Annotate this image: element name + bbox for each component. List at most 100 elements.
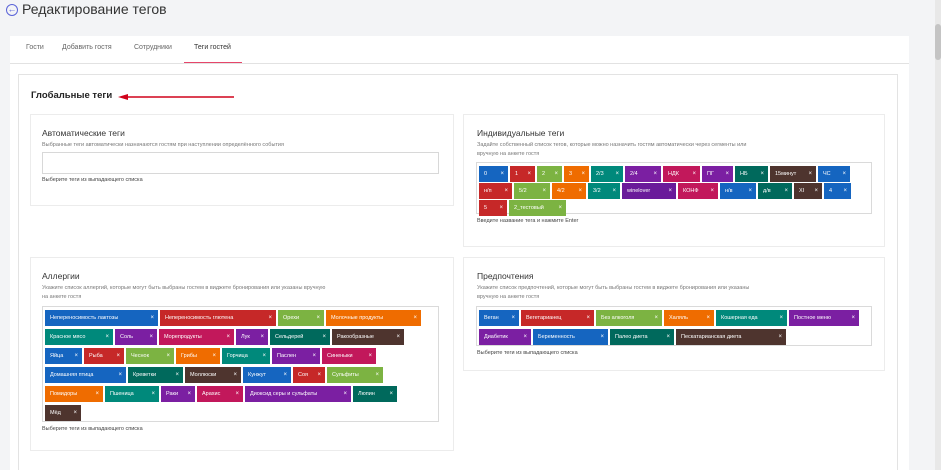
tag-chip[interactable]: 5/2 × [514, 183, 550, 199]
remove-tag-icon[interactable]: × [668, 188, 672, 194]
tag-chip[interactable]: Моллюски × [185, 367, 241, 383]
tag-chip[interactable]: 0 × [479, 166, 508, 182]
remove-tag-icon[interactable]: × [600, 334, 604, 340]
tag-chip[interactable]: 4 × [824, 183, 851, 199]
remove-tag-icon[interactable]: × [654, 315, 658, 321]
remove-tag-icon[interactable]: × [558, 205, 562, 211]
remove-tag-icon[interactable]: × [389, 391, 393, 397]
tag-chip[interactable]: 3/2 × [588, 183, 620, 199]
remove-tag-icon[interactable]: × [814, 188, 818, 194]
remove-tag-icon[interactable]: × [851, 315, 855, 321]
remove-tag-icon[interactable]: × [760, 171, 764, 177]
remove-tag-icon[interactable]: × [368, 353, 372, 359]
tag-chip[interactable]: 2_тестовый × [509, 200, 566, 216]
tag-chip[interactable]: Кошерная еда × [716, 310, 787, 326]
tag-chip[interactable]: н/в × [720, 183, 756, 199]
tag-chip[interactable]: 1 × [510, 166, 535, 182]
tag-chip[interactable]: Лук × [236, 329, 268, 345]
remove-tag-icon[interactable]: × [343, 391, 347, 397]
remove-tag-icon[interactable]: × [706, 315, 710, 321]
remove-tag-icon[interactable]: × [692, 171, 696, 177]
tag-chip[interactable]: Беременность × [533, 329, 608, 345]
tag-chip[interactable]: winelover × [622, 183, 676, 199]
tag-chip[interactable]: Красное мясо × [45, 329, 113, 345]
page-scrollbar[interactable] [935, 0, 941, 470]
remove-tag-icon[interactable]: × [615, 171, 619, 177]
tag-chip[interactable]: НДК × [663, 166, 700, 182]
remove-tag-icon[interactable]: × [666, 334, 670, 340]
tag-chip[interactable]: Люпин × [353, 386, 397, 402]
remove-tag-icon[interactable]: × [499, 205, 503, 211]
allergies-select[interactable]: Непереносимость лактозы × Непереносимость… [42, 306, 439, 422]
tag-chip[interactable]: Палео диета × [610, 329, 674, 345]
tag-chip[interactable]: Чеснок × [126, 348, 174, 364]
tag-chip[interactable]: Пшеница × [105, 386, 159, 402]
tag-chip[interactable]: 5 × [479, 200, 507, 216]
tag-chip[interactable]: Молочные продукты × [326, 310, 421, 326]
tag-chip[interactable]: 2/3 × [591, 166, 623, 182]
remove-tag-icon[interactable]: × [375, 372, 379, 378]
remove-tag-icon[interactable]: × [95, 391, 99, 397]
tag-chip[interactable]: Грибы × [176, 348, 220, 364]
remove-tag-icon[interactable]: × [235, 391, 239, 397]
tag-chip[interactable]: Паслен × [272, 348, 320, 364]
remove-tag-icon[interactable]: × [166, 353, 170, 359]
remove-tag-icon[interactable]: × [105, 334, 109, 340]
remove-tag-icon[interactable]: × [118, 372, 122, 378]
remove-tag-icon[interactable]: × [260, 334, 264, 340]
remove-tag-icon[interactable]: × [725, 171, 729, 177]
tag-chip[interactable]: д/в × [758, 183, 792, 199]
remove-tag-icon[interactable]: × [316, 315, 320, 321]
remove-tag-icon[interactable]: × [268, 315, 272, 321]
tag-chip[interactable]: XI × [794, 183, 822, 199]
tag-chip[interactable]: Сульфиты × [327, 367, 383, 383]
remove-tag-icon[interactable]: × [233, 372, 237, 378]
remove-tag-icon[interactable]: × [317, 372, 321, 378]
tag-chip[interactable]: Синеныки × [322, 348, 376, 364]
tag-chip[interactable]: Ракообразные × [332, 329, 404, 345]
remove-tag-icon[interactable]: × [842, 171, 846, 177]
remove-tag-icon[interactable]: × [523, 334, 527, 340]
remove-tag-icon[interactable]: × [779, 315, 783, 321]
tag-chip[interactable]: Домашняя птица × [45, 367, 126, 383]
remove-tag-icon[interactable]: × [322, 334, 326, 340]
tag-chip[interactable]: Пескатарианская диета × [676, 329, 786, 345]
tag-chip[interactable]: Креветки × [128, 367, 183, 383]
tag-chip[interactable]: Веган × [479, 310, 519, 326]
remove-tag-icon[interactable]: × [150, 315, 154, 321]
tag-chip[interactable]: Постное меню × [789, 310, 859, 326]
tab-add-guest[interactable]: Добавить гостя [62, 44, 112, 51]
tab-guest-tags[interactable]: Теги гостей [194, 44, 231, 51]
remove-tag-icon[interactable]: × [149, 334, 153, 340]
remove-tag-icon[interactable]: × [413, 315, 417, 321]
tag-chip[interactable]: НБ × [735, 166, 768, 182]
scrollbar-thumb[interactable] [935, 24, 941, 60]
tag-chip[interactable]: Вегетарианец × [521, 310, 594, 326]
tag-chip[interactable]: Диоксид серы и сульфаты × [245, 386, 351, 402]
remove-tag-icon[interactable]: × [554, 171, 558, 177]
tag-chip[interactable]: н/п × [479, 183, 512, 199]
tag-chip[interactable]: Без алкоголя × [596, 310, 662, 326]
remove-tag-icon[interactable]: × [586, 315, 590, 321]
remove-tag-icon[interactable]: × [578, 188, 582, 194]
back-arrow-icon[interactable]: ← [6, 4, 18, 16]
remove-tag-icon[interactable]: × [843, 188, 847, 194]
tag-chip[interactable]: Непереносимость глютена × [160, 310, 276, 326]
remove-tag-icon[interactable]: × [748, 188, 752, 194]
tag-chip[interactable]: Непереносимость лактозы × [45, 310, 158, 326]
remove-tag-icon[interactable]: × [212, 353, 216, 359]
remove-tag-icon[interactable]: × [612, 188, 616, 194]
remove-tag-icon[interactable]: × [116, 353, 120, 359]
preferences-select[interactable]: Веган × Вегетарианец × Без алкоголя × Халял… [476, 306, 872, 346]
remove-tag-icon[interactable]: × [312, 353, 316, 359]
tag-chip[interactable]: Орехи × [278, 310, 324, 326]
remove-tag-icon[interactable]: × [500, 171, 504, 177]
tag-chip[interactable]: Соль × [115, 329, 157, 345]
remove-tag-icon[interactable]: × [396, 334, 400, 340]
remove-tag-icon[interactable]: × [175, 372, 179, 378]
remove-tag-icon[interactable]: × [283, 372, 287, 378]
remove-tag-icon[interactable]: × [527, 171, 531, 177]
remove-tag-icon[interactable]: × [511, 315, 515, 321]
tab-staff[interactable]: Сотрудники [134, 44, 172, 51]
tag-chip[interactable]: Соя × [293, 367, 325, 383]
